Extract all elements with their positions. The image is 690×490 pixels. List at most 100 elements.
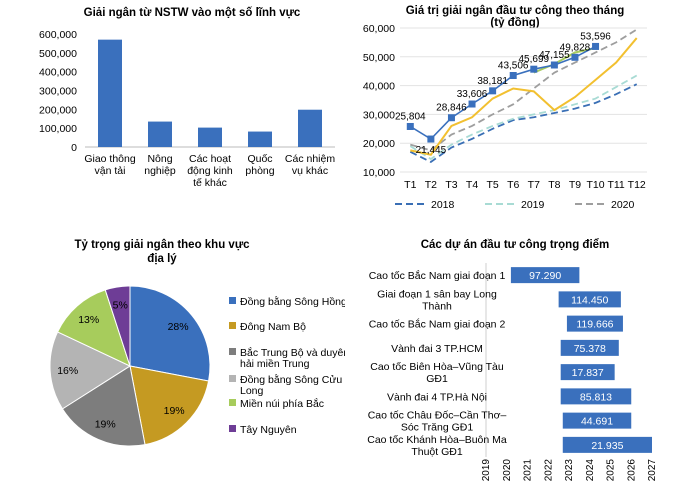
gantt-bar	[558, 291, 621, 308]
x-tick-label: T3	[445, 179, 457, 191]
gantt-bar	[510, 267, 580, 284]
y-tick-label: 20,000	[363, 138, 395, 150]
project-name: Cao tốc Bắc Nam giai đoạn 1	[369, 269, 506, 282]
x-tick-label: T11	[607, 179, 624, 191]
y-tick-label: 200,000	[39, 104, 77, 116]
legend-swatch	[229, 425, 236, 432]
y-tick-label: 60,000	[363, 23, 395, 35]
data-point	[571, 53, 579, 61]
category-label: Nông nghiệp	[144, 153, 176, 177]
pie-slice	[129, 365, 210, 446]
gantt-bar	[560, 388, 632, 405]
x-tick-label: 2021	[523, 459, 534, 482]
data-label: 33,606	[457, 89, 488, 100]
series-line-markers	[409, 45, 596, 141]
x-tick-label: 2023	[564, 459, 575, 482]
gantt-bar	[562, 412, 632, 429]
category-label: Các hoạt động kinh tế khác	[187, 153, 233, 189]
slice-value-label: 19%	[164, 405, 185, 417]
pie-slice	[56, 289, 131, 367]
x-tick-label: T7	[528, 179, 540, 191]
y-tick-label: 300,000	[39, 86, 77, 98]
gantt-bar-label: 114.450	[571, 294, 608, 306]
x-tick-label: 2026	[626, 459, 637, 482]
y-tick-label: 100,000	[39, 123, 77, 135]
data-point	[427, 135, 435, 143]
legend-label: Đồng bằng Sông Cửu Long	[240, 373, 342, 397]
gantt-bar	[560, 339, 619, 356]
gantt-bar-label: 85.813	[580, 391, 612, 403]
slice-value-label: 19%	[95, 418, 116, 430]
x-tick-label: 2027	[647, 459, 658, 482]
bar-chart: Giải ngân từ NSTW vào một số lĩnh vực 0 10…	[39, 7, 335, 189]
data-label: 47,155	[539, 50, 570, 61]
bar-chart-title: Giải ngân từ NSTW vào một số lĩnh vực	[84, 7, 301, 19]
x-tick-label: 2019	[481, 459, 492, 482]
line-chart-title: Giá trị giải ngân đầu tư công theo tháng…	[406, 5, 625, 29]
x-tick-label: T8	[548, 179, 560, 191]
gantt-bar-label: 75.378	[574, 343, 606, 355]
project-name: Cao tốc Châu Đốc–Cần Thơ– Sóc Trăng GĐ1	[368, 410, 507, 434]
y-tick-label: 40,000	[363, 81, 395, 93]
series-line	[410, 37, 638, 156]
x-tick-label: T10	[586, 179, 604, 191]
line-chart: Giá trị giải ngân đầu tư công theo tháng…	[363, 5, 647, 211]
gantt-bar-label: 44.691	[581, 416, 613, 428]
y-tick-label: 0	[71, 142, 77, 154]
bar	[98, 39, 122, 147]
legend-label: 2020	[611, 199, 635, 211]
project-name: Vành đai 3 TP.HCM	[391, 343, 483, 355]
y-tick-label: 10,000	[363, 167, 395, 179]
legend-label: Miền núi phía Bắc	[240, 397, 324, 410]
data-label: 43,506	[498, 61, 529, 72]
project-name: Cao tốc Khánh Hòa–Buôn Ma Thuột GĐ1	[367, 434, 507, 458]
slice-value-label: 13%	[78, 314, 99, 326]
data-label: 45,699	[518, 54, 549, 65]
pie-slice	[49, 331, 132, 410]
legend-label: Tây Nguyên	[240, 424, 297, 436]
project-name: Cao tốc Biên Hòa–Vũng Tàu GĐ1	[370, 361, 504, 385]
slice-value-label: 28%	[168, 321, 189, 333]
pie-slice	[61, 365, 146, 447]
data-label: 21,445	[416, 145, 447, 156]
legend-swatch	[229, 348, 236, 355]
x-tick-label: T2	[425, 179, 437, 191]
gantt-bar-label: 21.935	[591, 440, 623, 452]
slice-value-label: 5%	[113, 299, 128, 311]
data-point	[447, 114, 455, 122]
data-point	[509, 72, 517, 80]
x-tick-label: 2024	[585, 459, 596, 482]
x-tick-label: T6	[507, 179, 519, 191]
project-name: Giai đoạn 1 sân bay Long Thành	[377, 288, 497, 312]
data-label: 25,804	[395, 111, 426, 122]
category-label: Các nhiệm vụ khác	[285, 153, 335, 177]
pie-chart: Tỷ trọng giải ngân theo khu vực địa lý 28%…	[49, 239, 349, 447]
legend-label: Đồng bằng Sông Hồng	[240, 295, 345, 308]
x-tick-label: 2022	[543, 459, 554, 482]
data-label: 49,828	[560, 42, 591, 53]
project-name: Cao tốc Bắc Nam giai đoạn 2	[369, 318, 506, 331]
series-line	[533, 47, 596, 74]
y-tick-label: 500,000	[39, 48, 77, 60]
data-label: 53,596	[580, 31, 611, 42]
legend-swatch	[229, 375, 236, 382]
gantt-chart-panel: Các dự án đầu tư công trọng điểm 97.290 Ca…	[345, 235, 690, 485]
data-label: 28,846	[436, 103, 467, 114]
x-tick-label: T9	[569, 179, 581, 191]
bar	[148, 121, 172, 147]
line-chart-panel: Giá trị giải ngân đầu tư công theo tháng…	[345, 0, 690, 235]
gantt-chart-title: Các dự án đầu tư công trọng điểm	[421, 239, 610, 251]
pie-chart-title: Tỷ trọng giải ngân theo khu vực địa lý	[74, 239, 250, 265]
x-tick-label: 2020	[502, 459, 513, 482]
legend-label: Bắc Trung Bộ và duyên hải miền Trung	[240, 346, 345, 370]
bar	[198, 127, 222, 147]
legend-label: 2019	[521, 199, 545, 211]
project-name: Vành đai 4 TP.Hà Nội	[387, 391, 487, 403]
data-label: 38,181	[477, 76, 508, 87]
data-point	[489, 87, 497, 95]
y-tick-label: 30,000	[363, 109, 395, 121]
series-line	[409, 83, 638, 163]
slice-value-label: 16%	[57, 365, 78, 377]
data-point	[530, 65, 538, 73]
gantt-bar	[560, 364, 615, 381]
